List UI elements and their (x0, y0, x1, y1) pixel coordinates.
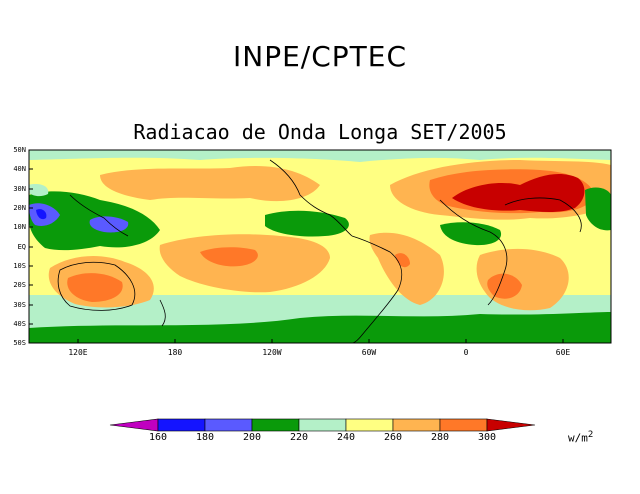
lat-label: 20S (13, 281, 26, 289)
units-label: w/m2 (568, 430, 593, 445)
lon-label: 180 (167, 348, 183, 357)
lat-label: 10S (13, 262, 26, 270)
units-exponent: 2 (587, 430, 594, 440)
axis-ticks (29, 168, 564, 343)
colorbar-label: 280 (430, 432, 450, 443)
lat-label: 40N (13, 165, 26, 173)
colorbar-swatch-280-300 (439, 418, 488, 432)
colorbar-label: 260 (383, 432, 403, 443)
lon-label: 120W (262, 348, 282, 357)
colorbar-min-arrow (109, 418, 159, 432)
map-field (29, 150, 611, 343)
map-title: Radiacao de Onda Longa SET/2005 (133, 120, 507, 144)
lon-label: 60W (361, 348, 377, 357)
lat-label: EQ (17, 243, 26, 251)
lat-label: 40S (13, 320, 26, 328)
lon-label: 120E (68, 348, 88, 357)
colorbar-label: 180 (195, 432, 215, 443)
colorbar-swatch-160-180 (157, 418, 206, 432)
lat-label: 20N (13, 204, 26, 212)
coastlines (57, 159, 582, 343)
lat-label: 10N (13, 223, 26, 231)
units-text: w/m (568, 431, 588, 445)
lat-label: 50N (13, 146, 26, 154)
colorbar-label: 300 (477, 432, 497, 443)
colorbar-label: 200 (242, 432, 262, 443)
lon-label: 60E (555, 348, 571, 357)
page-title: INPE/CPTEC (233, 40, 407, 73)
colorbar (109, 418, 536, 432)
colorbar-label: 220 (289, 432, 309, 443)
colorbar-swatch-260-280 (392, 418, 441, 432)
colorbar-swatch-200-220 (251, 418, 300, 432)
colorbar-swatch-220-240 (298, 418, 347, 432)
colorbar-max-arrow (486, 418, 536, 432)
lat-label: 30S (13, 301, 26, 309)
lat-label: 30N (13, 185, 26, 193)
colorbar-swatch-180-200 (204, 418, 253, 432)
colorbar-label: 160 (148, 432, 168, 443)
colorbar-label: 240 (336, 432, 356, 443)
lon-label: 0 (463, 348, 469, 357)
lat-label: 50S (13, 339, 26, 347)
colorbar-swatch-240-260 (345, 418, 394, 432)
